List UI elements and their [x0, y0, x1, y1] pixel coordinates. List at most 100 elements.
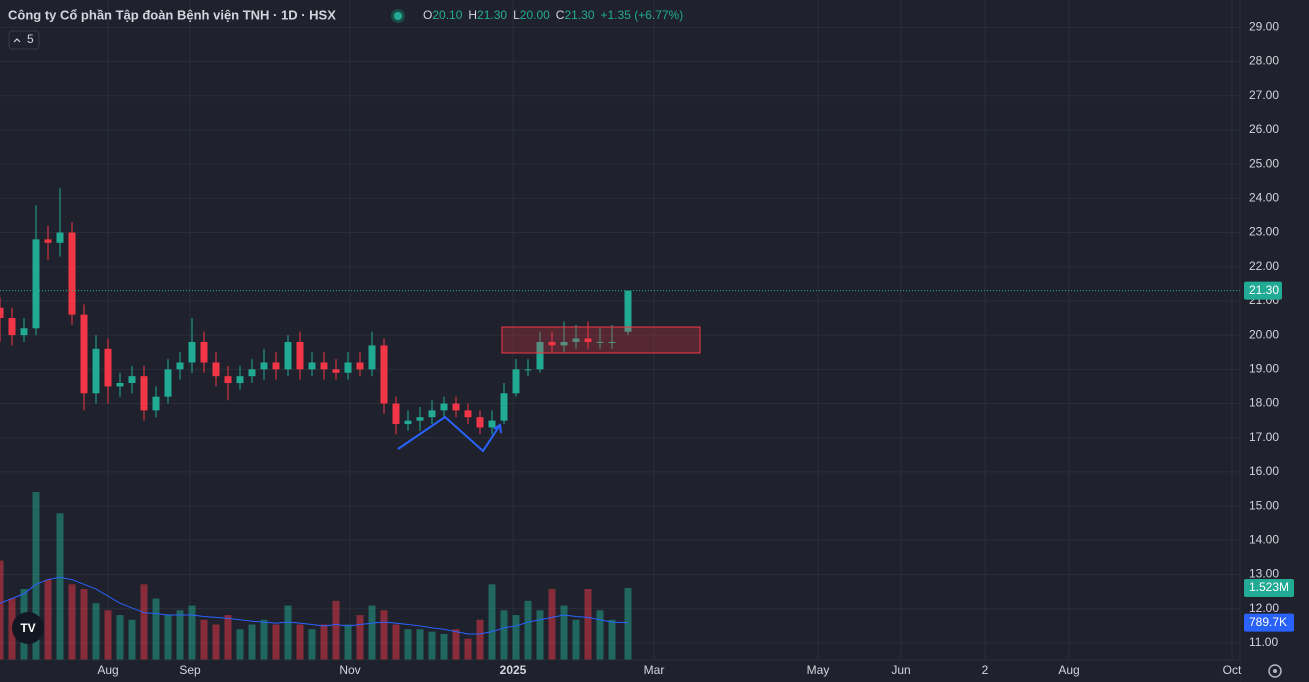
candle-body [452, 403, 460, 411]
logo[interactable] [12, 612, 44, 644]
candle-body [392, 403, 400, 425]
volume-bar [44, 579, 52, 660]
volume-bar [344, 624, 352, 660]
candle-body [116, 383, 124, 387]
volume-bar [104, 610, 112, 660]
candle-body [476, 417, 484, 428]
y-tick-label: 13.00 [1249, 567, 1279, 581]
candle-body [368, 345, 376, 370]
candle-body [20, 328, 28, 336]
candle-body [356, 362, 364, 370]
chart-title: Công ty Cổ phần Tập đoàn Bệnh viện TNH ·… [8, 7, 336, 22]
volume-ma-line [0, 576, 629, 635]
volume-bar [8, 598, 16, 660]
candle-body [284, 341, 292, 370]
volume-bar [152, 598, 160, 660]
ohlc-legend: O 20.10 H 21.30 L 20.00 C 21.30 +1.35 (+6.77%) [423, 8, 683, 22]
y-tick-label: 12.00 [1249, 601, 1279, 615]
candle-body [104, 348, 112, 387]
y-tick-label: 15.00 [1249, 498, 1279, 512]
candle-body [92, 348, 100, 394]
volume-bar [80, 589, 88, 660]
x-tick-label: Nov [339, 663, 360, 677]
volume-pane [0, 492, 632, 660]
settings-icon[interactable] [1268, 664, 1282, 678]
candle-body [332, 369, 340, 373]
y-tick-label: 24.00 [1249, 191, 1279, 205]
x-tick-label: Jun [891, 663, 910, 677]
volume-bar [0, 560, 4, 660]
volume-bar [164, 615, 172, 660]
volume-bar [308, 629, 316, 660]
grid [0, 0, 1240, 660]
candle-body [440, 403, 448, 411]
candle-body [80, 314, 88, 394]
logo-mark: TV [20, 621, 35, 635]
candle-body [200, 341, 208, 363]
volume-bar [260, 619, 268, 660]
candles [0, 188, 632, 435]
candle-body [224, 376, 232, 384]
arrow-head [493, 423, 502, 434]
indicator-badge-box[interactable] [8, 30, 40, 50]
candle-body [572, 338, 580, 342]
candle-body [236, 376, 244, 384]
volume-bar [548, 589, 556, 660]
volume-label: 1.523M [1249, 580, 1289, 594]
volume-bar [476, 619, 484, 660]
x-tick-label: 2025 [500, 663, 527, 677]
last-price-tag [1244, 281, 1282, 300]
candle-body [32, 239, 40, 329]
candle-body [464, 410, 472, 418]
volume-bar [624, 587, 632, 660]
y-tick-label: 16.00 [1249, 464, 1279, 478]
candle-body [128, 376, 136, 384]
candle-body [404, 420, 412, 425]
price-axis-bg [1240, 0, 1309, 682]
candle-body [0, 307, 4, 319]
x-tick-label: Sep [179, 663, 201, 677]
x-tick-label: Aug [1058, 663, 1079, 677]
y-tick-label: 19.00 [1249, 361, 1279, 375]
volume-bar [176, 610, 184, 660]
candle-body [320, 362, 328, 370]
volume-bar [116, 615, 124, 660]
x-tick-label: Aug [97, 663, 118, 677]
pattern-line [397, 415, 501, 453]
y-tick-label: 25.00 [1249, 156, 1279, 170]
volume-bar [188, 605, 196, 660]
candle-body [488, 420, 496, 428]
candle-body [8, 318, 16, 336]
candle-body [584, 338, 592, 342]
candle-body [272, 362, 280, 370]
volume-bar [392, 624, 400, 660]
candle-body [212, 362, 220, 377]
x-tick-label: May [807, 663, 830, 677]
x-tick-label: 2 [982, 663, 989, 677]
volume-bar [452, 629, 460, 660]
candle-body [44, 239, 52, 243]
candle-body [164, 369, 172, 397]
y-tick-label: 14.00 [1249, 532, 1279, 546]
volume-bar [68, 584, 76, 660]
volume-bar [56, 513, 64, 660]
volume-tag [1244, 578, 1294, 597]
candle-body [416, 417, 424, 421]
candle-body [608, 341, 616, 343]
legend-change: +1.35 (+6.77%) [601, 8, 684, 22]
x-tick-label: Oct [1223, 663, 1242, 677]
volume-bar [440, 633, 448, 660]
candle-body [140, 376, 148, 411]
volume-bar [296, 624, 304, 660]
y-tick-label: 23.00 [1249, 225, 1279, 239]
candle-body [524, 369, 532, 371]
y-tick-label: 29.00 [1249, 20, 1279, 34]
legend-value: 21.30 [477, 8, 507, 22]
legend-key: L [513, 8, 520, 22]
volume-bar [572, 619, 580, 660]
legend-value: 21.30 [564, 8, 594, 22]
indicator-badge: 5 [27, 32, 34, 46]
candle-body [428, 410, 436, 418]
volume-bar [248, 624, 256, 660]
